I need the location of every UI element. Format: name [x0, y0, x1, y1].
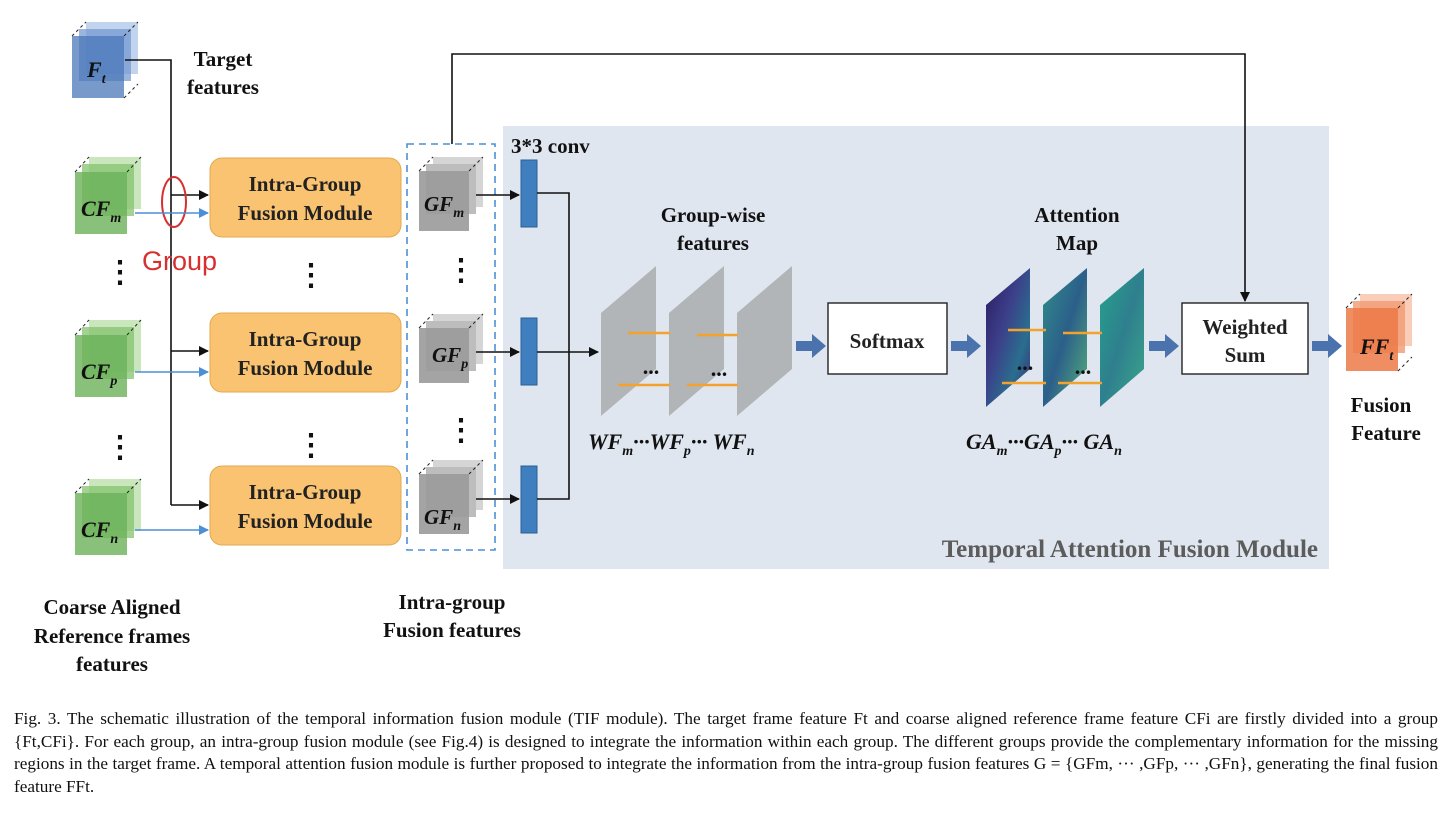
gfm-base: GF: [424, 192, 453, 216]
conv-bar-n: [520, 465, 538, 534]
ga-map-p: [1043, 268, 1087, 407]
ga-dots-1: ...: [1017, 350, 1034, 375]
fusion-line1: Fusion: [1351, 393, 1412, 417]
vdots-gf-1: ⋮: [446, 254, 476, 287]
ga-map-m: [986, 268, 1030, 407]
figure-caption: Fig. 3. The schematic illustration of th…: [14, 708, 1438, 798]
svg-text:Intra-Group: Intra-Group: [249, 327, 362, 351]
wf-dots-2: ...: [711, 356, 728, 381]
vdots-left-1: ⋮: [105, 256, 135, 289]
fft-sub: t: [1389, 349, 1394, 364]
block-arrow-3: [1149, 334, 1179, 358]
gfp-sub: p: [460, 357, 468, 372]
target-features-line2: features: [187, 75, 259, 99]
svg-text:FFt: FFt: [1359, 334, 1394, 364]
wf-sequence: WFm···WFp··· WFn: [588, 429, 755, 459]
intra-group-module-m: Intra-Group Fusion Module: [209, 157, 402, 238]
gf-p-cube: GFp: [418, 313, 484, 383]
intra-group-module-p: Intra-Group Fusion Module: [209, 312, 402, 393]
wf-plane-m: [601, 266, 656, 416]
conv-label: 3*3 conv: [511, 134, 590, 158]
attention-line2: Map: [1056, 231, 1098, 255]
svg-text:Fusion Module: Fusion Module: [238, 201, 373, 225]
softmax-box: [827, 302, 948, 375]
cfm-base: CF: [81, 196, 111, 221]
cfm-sub: m: [110, 211, 121, 226]
svg-text:Intra-Group: Intra-Group: [249, 172, 362, 196]
intra-group-module-n: Intra-Group Fusion Module: [209, 465, 402, 546]
cf-m-cube: CFm: [74, 156, 142, 234]
svg-text:GFm: GFm: [424, 192, 464, 221]
weighted-sum-box: [1181, 302, 1309, 375]
coarse-line1: Coarse Aligned: [43, 595, 180, 619]
vdots-mod-2: ⋮: [296, 429, 326, 462]
gf-n-cube: GFn: [418, 459, 484, 534]
vdots-left-2: ⋮: [105, 431, 135, 464]
intra-group-features-line1: Intra-group: [399, 590, 506, 614]
group-ellipse: [161, 176, 187, 228]
gfn-base: GF: [424, 505, 453, 529]
fusion-line2: Feature: [1351, 421, 1421, 445]
gf-m-cube: GFm: [418, 156, 484, 231]
cfp-base: CF: [81, 359, 111, 384]
vdots-gf-2: ⋮: [446, 414, 476, 447]
coarse-line2: Reference frames: [34, 624, 190, 648]
svg-text:Fusion Module: Fusion Module: [238, 356, 373, 380]
svg-text:GFn: GFn: [424, 505, 461, 534]
ga-sequence: GAm···GAp··· GAn: [966, 429, 1122, 459]
svg-text:GFp: GFp: [432, 343, 468, 372]
intra-group-features-line2: Fusion features: [383, 618, 521, 642]
group-label: Group: [142, 246, 217, 276]
weighted-line1: Weighted: [1202, 315, 1287, 339]
tif-module-diagram: Temporal Attention Fusion Module Ft Targ…: [34, 21, 1421, 676]
ga-map-n: [1100, 268, 1144, 407]
block-arrow-1: [796, 334, 826, 358]
caption-text: Fig. 3. The schematic illustration of th…: [14, 709, 1438, 796]
ga-dots-2: ...: [1075, 354, 1092, 379]
ft-base: F: [86, 57, 102, 82]
target-line: [125, 59, 172, 505]
svg-text:Ft: Ft: [86, 57, 107, 87]
conv-bar-m: [520, 159, 538, 228]
fft-base: FF: [1359, 334, 1390, 359]
gfn-sub: n: [453, 519, 461, 534]
wf-dots-1: ...: [643, 354, 660, 379]
target-feature-cube: Ft: [71, 21, 139, 99]
skip-line: [451, 53, 1250, 302]
conv-merge-m: [537, 192, 570, 352]
wf-plane-p: [669, 266, 724, 416]
group-wise-line2: features: [677, 231, 749, 255]
group-wise-line1: Group-wise: [661, 203, 766, 227]
ft-sub: t: [102, 72, 107, 87]
tafm-label: Temporal Attention Fusion Module: [942, 536, 1318, 563]
cfn-sub: n: [110, 532, 118, 547]
block-arrow-4: [1312, 334, 1342, 358]
fusion-feature-cube: FFt: [1345, 293, 1413, 372]
gf-dashed-box: [406, 143, 496, 551]
coarse-line3: features: [76, 652, 148, 676]
wf-plane-n: [737, 266, 792, 416]
block-arrow-2: [951, 334, 981, 358]
gfp-base: GF: [432, 343, 461, 367]
cfp-sub: p: [109, 374, 117, 389]
svg-text:CFn: CFn: [81, 517, 118, 547]
conv-bar-p: [520, 317, 538, 386]
target-features-line1: Target: [194, 47, 253, 71]
svg-text:CFp: CFp: [81, 359, 117, 389]
attention-line1: Attention: [1034, 203, 1119, 227]
weighted-line2: Sum: [1225, 343, 1266, 367]
softmax-label: Softmax: [850, 329, 925, 353]
cfn-base: CF: [81, 517, 111, 542]
svg-text:Intra-Group: Intra-Group: [249, 480, 362, 504]
cf-n-cube: CFn: [74, 478, 142, 555]
svg-text:Fusion Module: Fusion Module: [238, 509, 373, 533]
cf-p-cube: CFp: [74, 319, 142, 397]
gfm-sub: m: [453, 206, 464, 221]
svg-text:CFm: CFm: [81, 196, 121, 226]
vdots-mod-1: ⋮: [296, 259, 326, 292]
conv-merge-n: [537, 352, 570, 500]
